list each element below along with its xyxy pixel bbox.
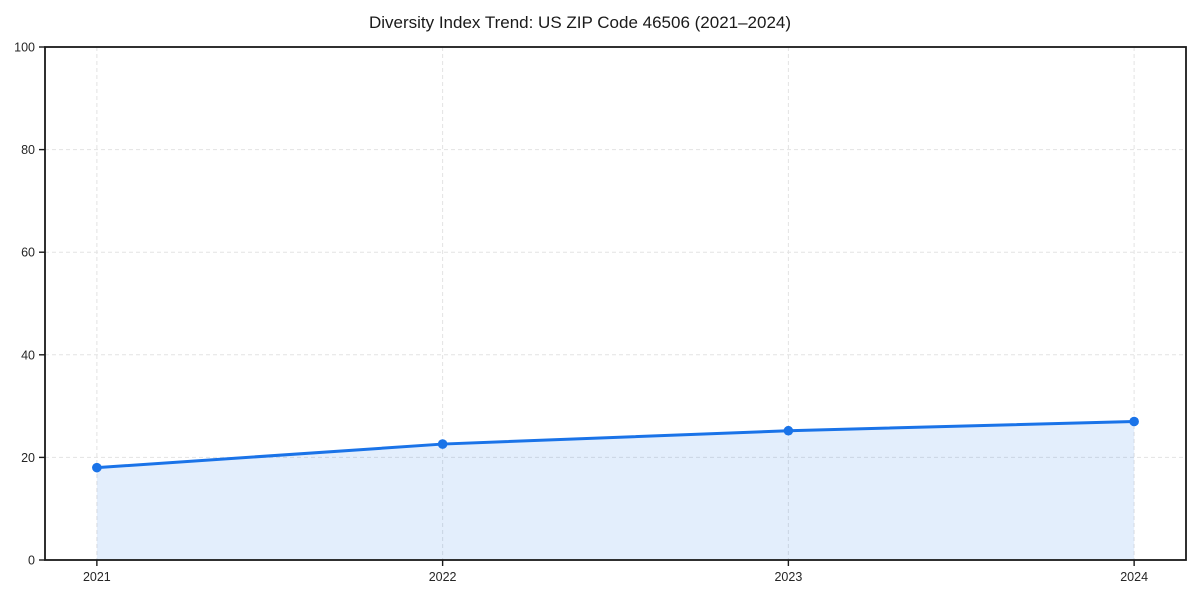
axes-frame (44, 46, 1187, 561)
y-axis-tick-label: 0 (28, 554, 35, 568)
series-area-fill (96, 421, 1135, 560)
data-point-marker (1129, 416, 1139, 427)
y-axis-tick-label: 20 (21, 451, 35, 465)
series-line (95, 419, 1136, 470)
data-point-marker (437, 439, 448, 449)
x-axis-tick-label: 2022 (429, 570, 457, 584)
y-axis-tick-label: 80 (21, 143, 35, 157)
data-point-marker (92, 462, 102, 473)
x-axis-tick-label: 2023 (774, 570, 802, 584)
x-axis-tick-label: 2024 (1120, 570, 1148, 584)
y-axis-tick-label: 40 (21, 348, 35, 362)
data-point-marker (783, 425, 794, 436)
chart-title: Diversity Index Trend: US ZIP Code 46506… (368, 13, 792, 32)
y-axis-tick-label: 60 (21, 246, 35, 260)
y-axis-tick-label: 100 (14, 41, 35, 55)
x-axis-tick-label: 2021 (83, 570, 111, 584)
